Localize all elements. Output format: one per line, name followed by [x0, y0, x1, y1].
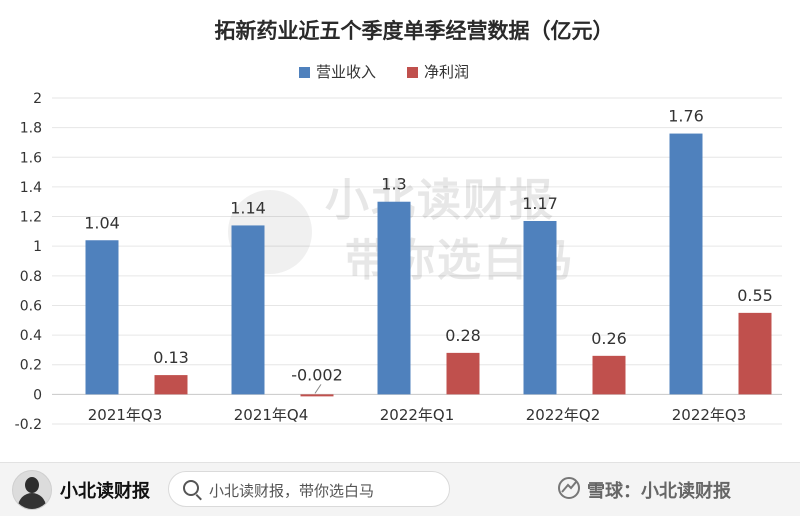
y-tick-label: 1.2	[20, 210, 42, 226]
legend-swatch	[299, 67, 310, 78]
y-tick-label: 1.4	[20, 180, 42, 196]
data-label: 0.13	[153, 348, 189, 367]
data-label: 0.26	[591, 329, 627, 348]
data-label: 0.55	[737, 286, 773, 305]
data-label: 1.14	[230, 198, 266, 217]
bar-revenue	[231, 225, 265, 395]
footer-bar: 小北读财报 小北读财报，带你选白马 雪球：小北读财报	[0, 462, 800, 516]
category-label: 2022年Q2	[526, 406, 601, 424]
search-box[interactable]: 小北读财报，带你选白马	[168, 471, 450, 507]
y-tick-label: 2	[33, 91, 42, 107]
data-label: 0.28	[445, 326, 481, 345]
source-label: 雪球：小北读财报	[587, 481, 731, 502]
bar-net-profit	[592, 355, 626, 395]
legend-label: 净利润	[424, 63, 469, 81]
bar-revenue	[85, 240, 119, 395]
y-tick-label: -0.2	[15, 417, 42, 433]
y-tick-label: 0.8	[20, 269, 42, 285]
category-label: 2021年Q3	[88, 406, 163, 424]
bar-revenue	[377, 201, 411, 395]
brand-name[interactable]: 小北读财报	[60, 481, 150, 502]
search-text: 小北读财报，带你选白马	[209, 482, 375, 500]
y-tick-label: 0.6	[20, 298, 42, 314]
search-icon	[183, 480, 199, 496]
category-labels: 2021年Q3 2021年Q4 2022年Q1 2022年Q2 2022年Q3	[88, 406, 747, 424]
bar-revenue	[523, 220, 557, 395]
y-tick-label: 0	[33, 387, 42, 403]
bar-net-profit	[446, 352, 480, 395]
bar-revenue	[669, 133, 703, 395]
chart-title: 拓新药业近五个季度单季经营数据（亿元）	[215, 18, 614, 43]
legend-swatch	[407, 67, 418, 78]
data-labels: 1.04 0.13 1.14 -0.002 1.3 0.28 1.17 0.26 1.76 0.5…	[84, 107, 773, 394]
bar-net-profit	[300, 394, 334, 397]
y-tick-label: 0.2	[20, 358, 42, 374]
y-axis-ticks: -0.2 0 0.2 0.4 0.6 0.8 1 1.2 1.4 1.6 1.8 2	[15, 91, 42, 433]
data-label-leader	[314, 384, 322, 394]
category-label: 2022年Q1	[380, 406, 455, 424]
category-label: 2021年Q4	[234, 406, 309, 424]
bars	[85, 133, 772, 397]
category-label: 2022年Q3	[672, 406, 747, 424]
legend-label: 营业收入	[316, 63, 376, 81]
y-tick-label: 1.6	[20, 150, 42, 166]
avatar-head-shape	[25, 477, 39, 493]
avatar-body-shape	[18, 493, 46, 509]
data-label: 1.3	[381, 175, 406, 194]
bar-chart: 拓新药业近五个季度单季经营数据（亿元） 营业收入 净利润 小北读财报 带你选白马 …	[15, 18, 782, 433]
bar-net-profit	[738, 312, 772, 395]
bar-net-profit	[154, 375, 188, 395]
legend: 营业收入 净利润	[299, 63, 469, 81]
y-tick-label: 0.4	[20, 328, 42, 344]
y-tick-label: 1.8	[20, 121, 42, 137]
data-label: 1.17	[522, 194, 558, 213]
data-label: 1.76	[668, 107, 704, 126]
watermark-line1: 小北读财报	[325, 175, 555, 226]
data-label: 1.04	[84, 213, 120, 232]
avatar[interactable]	[12, 470, 52, 510]
xueqiu-logo-icon	[558, 477, 580, 499]
y-tick-label: 1	[33, 239, 42, 255]
data-label: -0.002	[291, 365, 343, 384]
